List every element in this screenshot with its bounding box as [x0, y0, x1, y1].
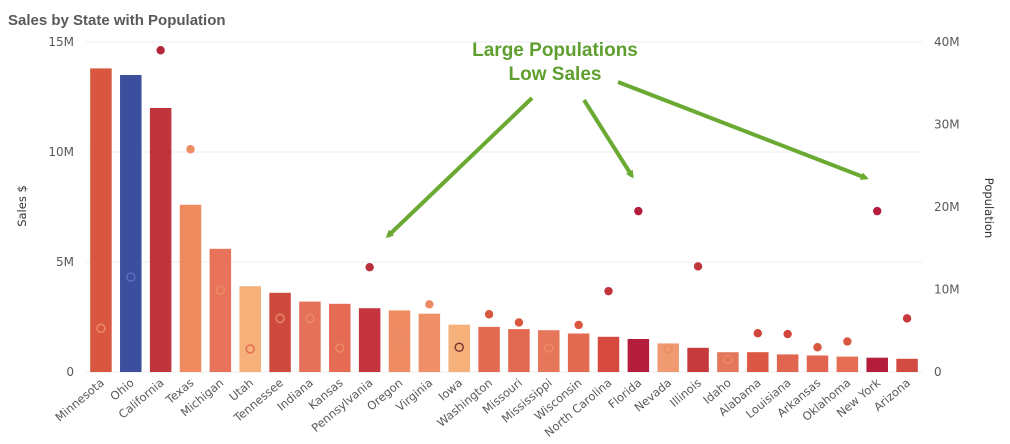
bar[interactable]	[478, 326, 500, 372]
bar[interactable]	[717, 352, 739, 372]
population-point[interactable]	[514, 318, 524, 327]
population-point[interactable]	[484, 310, 494, 319]
x-tick-label: Minnesota	[52, 376, 106, 425]
population-point[interactable]	[723, 354, 733, 365]
population-point[interactable]	[305, 313, 315, 324]
bar[interactable]	[687, 347, 709, 372]
bar[interactable]	[538, 330, 560, 372]
population-point[interactable]	[96, 323, 106, 333]
y-tick-right: 40M	[934, 35, 960, 49]
y-tick-left: 10M	[48, 145, 74, 159]
population-point[interactable]	[335, 343, 345, 353]
population-point[interactable]	[245, 344, 255, 354]
population-point[interactable]	[634, 206, 643, 216]
bar[interactable]	[179, 204, 202, 372]
population-point[interactable]	[275, 313, 285, 324]
left-axis: 0 5M 10M 15M	[48, 35, 74, 379]
population-point[interactable]	[454, 342, 464, 352]
annotation-callout: Large Populations Low Sales	[430, 39, 680, 87]
bar[interactable]	[567, 333, 590, 373]
bar[interactable]	[657, 343, 679, 372]
bar[interactable]	[358, 308, 381, 372]
bar[interactable]	[120, 75, 142, 372]
bar[interactable]	[299, 301, 321, 372]
population-point[interactable]	[574, 320, 583, 330]
population-point[interactable]	[813, 343, 822, 352]
population-series	[96, 46, 912, 365]
bar[interactable]	[776, 354, 799, 372]
right-axis: 0 10M 20M 30M 40M	[934, 35, 960, 379]
bar[interactable]	[90, 68, 112, 373]
annotation-line-1: Large Populations	[472, 40, 638, 61]
annotation-arrows	[385, 80, 869, 239]
bar[interactable]	[448, 324, 470, 372]
bar[interactable]	[836, 356, 859, 372]
annotation-line-2: Low Sales	[508, 64, 602, 85]
y-tick-right: 10M	[934, 283, 960, 297]
y-tick-left: 0	[66, 365, 74, 379]
population-point[interactable]	[902, 314, 912, 323]
bar[interactable]	[149, 108, 172, 372]
bar[interactable]	[329, 303, 351, 372]
y-tick-right: 30M	[934, 118, 960, 132]
population-point[interactable]	[693, 262, 703, 271]
bar[interactable]	[806, 355, 829, 373]
bar[interactable]	[747, 352, 769, 372]
population-point[interactable]	[186, 145, 195, 154]
bar[interactable]	[418, 313, 441, 372]
bar[interactable]	[627, 339, 650, 372]
population-point[interactable]	[663, 344, 673, 354]
bar[interactable]	[269, 292, 291, 372]
population-point[interactable]	[604, 286, 613, 296]
bar[interactable]	[239, 286, 261, 372]
bar[interactable]	[508, 329, 530, 372]
chart-title: Sales by State with Population	[8, 12, 226, 29]
bar[interactable]	[209, 248, 232, 372]
y-tick-left: 5M	[56, 255, 74, 269]
annotation-arrow	[617, 80, 869, 180]
population-point[interactable]	[843, 337, 852, 346]
bar[interactable]	[866, 357, 888, 372]
population-point[interactable]	[394, 335, 405, 345]
population-point[interactable]	[156, 46, 165, 55]
annotation-arrow	[385, 96, 534, 239]
bar[interactable]	[597, 336, 620, 372]
population-point[interactable]	[783, 329, 792, 339]
population-point[interactable]	[215, 285, 226, 296]
bar[interactable]	[896, 358, 918, 372]
annotation-arrow	[582, 98, 634, 179]
y-tick-right: 0	[934, 365, 942, 379]
bar-series	[90, 68, 918, 373]
y-axis-left-title: Sales $	[15, 185, 29, 227]
population-point[interactable]	[425, 300, 434, 309]
y-axis-right-title: Population	[982, 178, 996, 238]
population-point[interactable]	[126, 272, 136, 282]
y-tick-left: 15M	[48, 35, 74, 49]
x-tick-label: Illinois	[667, 376, 704, 410]
population-point[interactable]	[873, 206, 882, 216]
y-tick-right: 20M	[934, 200, 960, 214]
population-point[interactable]	[365, 263, 374, 272]
population-point[interactable]	[753, 329, 762, 338]
bar[interactable]	[388, 310, 411, 372]
population-point[interactable]	[544, 343, 554, 353]
